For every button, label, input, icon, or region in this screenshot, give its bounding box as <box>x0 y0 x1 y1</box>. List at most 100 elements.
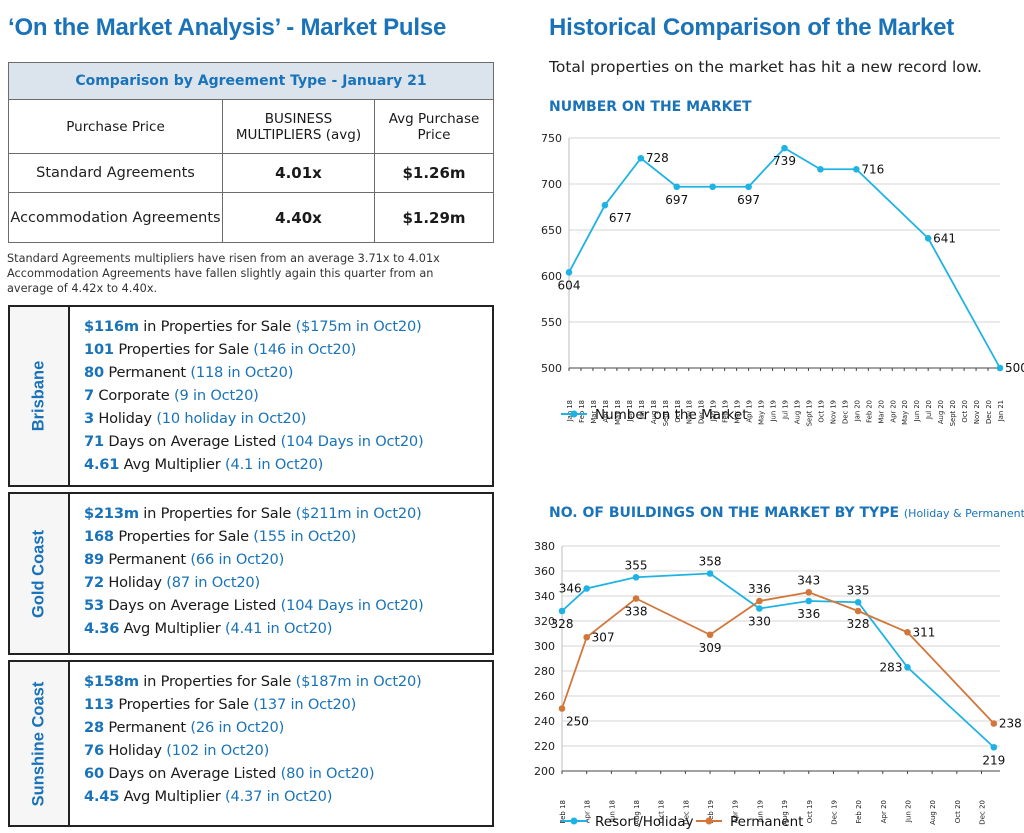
x-tick-label: Jan 18 <box>566 400 574 422</box>
chart-title-main: NO. OF BUILDINGS ON THE MARKET BY TYPE <box>549 505 900 521</box>
stat-label: Avg Multiplier <box>119 620 225 637</box>
y-tick-label: 600 <box>541 270 562 283</box>
table-caption: Comparison by Agreement Type - January 2… <box>8 62 494 100</box>
x-tick-label: Apr 19 <box>746 400 754 423</box>
data-label: 355 <box>625 558 648 572</box>
stat-line: 4.45 Avg Multiplier (4.37 in Oct20) <box>84 785 486 808</box>
x-tick-label: Oct 19 <box>806 800 814 823</box>
stat-label: Corporate <box>93 387 175 404</box>
x-tick-label: Oct 19 <box>817 400 825 423</box>
table-footnote: Standard Agreements multipliers have ris… <box>7 252 440 295</box>
column-header: BUSINESS MULTIPLIERS (avg) <box>222 99 375 154</box>
stat-line: 53 Days on Average Listed (104 Days in O… <box>84 594 486 617</box>
stat-value: 60 <box>84 765 104 782</box>
data-point <box>637 154 645 162</box>
data-point <box>756 597 763 605</box>
y-tick-label: 380 <box>534 540 555 553</box>
data-label: 716 <box>861 162 884 176</box>
data-point <box>904 628 911 636</box>
x-tick-label: Sept 18 <box>662 400 670 426</box>
stat-value: 4.61 <box>84 456 120 473</box>
y-tick-label: 550 <box>541 316 562 329</box>
stat-label: Permanent <box>103 551 191 568</box>
data-label: 346 <box>559 582 582 596</box>
stat-value: 168 <box>84 528 114 545</box>
x-tick-label: Feb 20 <box>855 800 863 824</box>
stat-value: 28 <box>84 719 104 736</box>
table-row: Accommodation Agreements 4.40x $1.29m <box>8 192 494 243</box>
x-tick-label: Feb 18 <box>578 400 586 423</box>
y-tick-label: 260 <box>534 690 555 703</box>
x-tick-label: May 20 <box>901 400 909 425</box>
stat-comparison: (146 in Oct20) <box>253 341 357 358</box>
data-label: 328 <box>847 617 870 631</box>
stat-line: 113 Properties for Sale (137 in Oct20) <box>84 693 486 716</box>
legend-swatch-dot <box>570 410 578 418</box>
data-point <box>996 364 1004 372</box>
data-point <box>990 743 998 751</box>
stat-comparison: ($211m in Oct20) <box>295 505 422 522</box>
stat-value: 89 <box>84 551 104 568</box>
legend-label: Number on the Market <box>595 407 747 423</box>
stat-value: 101 <box>84 341 114 358</box>
x-tick-label: Aug 19 <box>793 400 801 424</box>
stat-label: in Properties for Sale <box>138 318 296 335</box>
stat-comparison: (118 in Oct20) <box>190 364 294 381</box>
region-stats: $213m in Properties for Sale ($211m in O… <box>84 502 486 640</box>
data-point <box>583 585 590 592</box>
x-tick-label: Jun 18 <box>626 400 634 422</box>
price-cell: $1.29m <box>374 192 494 243</box>
x-tick-label: Feb 18 <box>559 800 567 824</box>
x-tick-label: Jul 20 <box>925 400 933 420</box>
data-point <box>745 183 752 191</box>
legend-swatch-dot <box>705 817 713 825</box>
x-tick-label: Aug 20 <box>937 400 945 424</box>
x-tick-label: Feb 19 <box>707 800 715 824</box>
x-tick-label: Dec 19 <box>830 800 838 825</box>
stat-line: 28 Permanent (26 in Oct20) <box>84 716 486 739</box>
data-label: 336 <box>797 607 820 621</box>
x-tick-label: Nov 18 <box>686 400 694 424</box>
stat-value: 7 <box>84 387 94 404</box>
x-tick-label: Nov 20 <box>973 400 981 424</box>
stat-value: 80 <box>84 364 104 381</box>
x-tick-label: Jan 19 <box>710 400 718 422</box>
region-label-panel: Gold Coast <box>10 494 70 653</box>
data-label: 343 <box>797 573 820 587</box>
x-tick-label: Jan 21 <box>997 400 1005 422</box>
x-tick-label: Oct 20 <box>961 400 969 423</box>
data-point <box>706 570 714 577</box>
stat-comparison: (10 holiday in Oct20) <box>156 410 307 427</box>
chart-1: 500 550 600 650 700 750 Jan 18 Feb 18 Mar 18 Apr … <box>541 132 1024 426</box>
stat-value: 71 <box>84 433 104 450</box>
data-label: 309 <box>699 641 722 655</box>
page-title: ‘On the Market Analysis’ - Market Pulse <box>8 14 447 41</box>
stat-label: Days on Average Listed <box>103 433 281 450</box>
stat-line: 3 Holiday (10 holiday in Oct20) <box>84 407 486 430</box>
x-tick-label: Jun 18 <box>608 800 616 823</box>
stat-comparison: ($175m in Oct20) <box>295 318 422 335</box>
x-tick-label: Jun 19 <box>770 400 778 422</box>
data-label: 307 <box>592 630 615 644</box>
data-label: 728 <box>646 151 669 165</box>
region-label-panel: Sunshine Coast <box>10 662 70 825</box>
x-tick-label: Feb 20 <box>865 400 873 423</box>
y-tick-label: 220 <box>534 740 555 753</box>
legend-label: Resort/Holiday <box>595 814 694 830</box>
stat-line: 80 Permanent (118 in Oct20) <box>84 361 486 384</box>
y-tick-label: 240 <box>534 715 555 728</box>
stat-label: in Properties for Sale <box>138 673 296 690</box>
stat-label: Days on Average Listed <box>103 597 281 614</box>
region-card-brisbane: Brisbane $116m in Properties for Sale ($… <box>8 305 494 487</box>
stat-line: 76 Holiday (102 in Oct20) <box>84 739 486 762</box>
x-tick-label: Apr 20 <box>889 400 897 423</box>
chart-title-suffix: (Holiday & Permanent) <box>903 507 1024 520</box>
data-label: 358 <box>699 555 722 569</box>
y-tick-label: 200 <box>534 765 555 778</box>
region-card-gold-coast: Gold Coast $213m in Properties for Sale … <box>8 492 494 655</box>
stat-comparison: (104 Days in Oct20) <box>280 433 424 450</box>
stat-comparison: (66 in Oct20) <box>190 551 285 568</box>
stat-label: Days on Average Listed <box>103 765 281 782</box>
stat-label: Avg Multiplier <box>119 788 225 805</box>
